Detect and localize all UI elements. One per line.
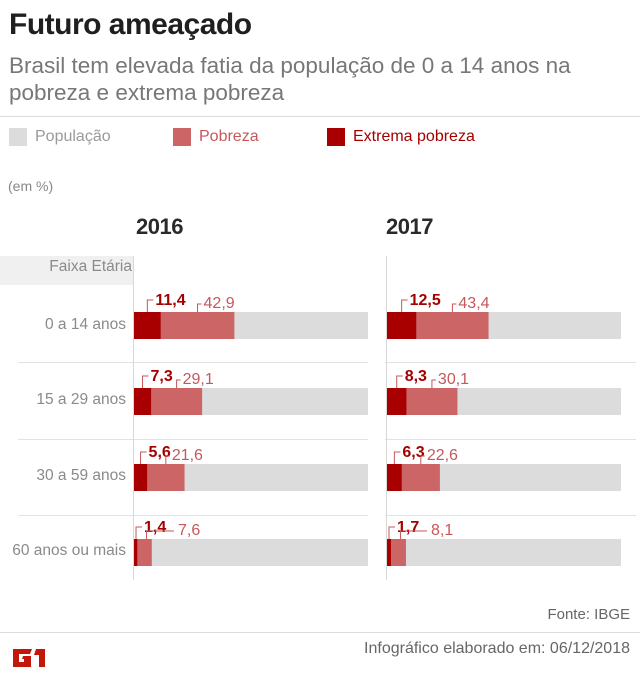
year-label-2016: 2016 xyxy=(136,214,183,239)
bar-extrema-pobreza xyxy=(134,464,148,491)
bar-pobreza xyxy=(387,539,406,566)
leader-pobreza xyxy=(399,530,427,539)
legend-swatch-extrema-pobreza xyxy=(327,128,345,146)
footer-divider xyxy=(0,632,640,633)
leader-pobreza xyxy=(165,455,170,464)
data-label-pobreza: 30,1 xyxy=(438,371,469,388)
data-label-pobreza: 29,1 xyxy=(183,371,214,388)
leader-extrema-pobreza xyxy=(401,299,408,312)
bar-extrema-pobreza xyxy=(387,464,402,491)
data-label-pobreza: 8,1 xyxy=(431,522,453,539)
leader-pobreza xyxy=(176,379,181,388)
data-label-extrema-pobreza: 6,3 xyxy=(402,444,424,461)
leader-pobreza xyxy=(451,303,457,312)
data-label-pobreza: 7,6 xyxy=(178,522,200,539)
g1-logo-icon xyxy=(13,649,45,667)
category-label: 60 anos ou mais xyxy=(12,542,126,559)
bar-extrema-pobreza xyxy=(387,539,391,566)
legend-item-populacao: População xyxy=(9,128,111,146)
bar-extrema-pobreza xyxy=(134,388,152,415)
leader-extrema-pobreza xyxy=(146,299,154,312)
legend-swatch-pobreza xyxy=(173,128,191,146)
leader-extrema-pobreza xyxy=(396,375,403,388)
legend-label-pobreza: Pobreza xyxy=(199,128,259,145)
legend-item-pobreza: Pobreza xyxy=(173,128,259,146)
legend-swatch-populacao xyxy=(9,128,27,146)
leader-pobreza xyxy=(431,379,436,388)
leader-extrema-pobreza xyxy=(142,375,149,388)
legend-label-populacao: População xyxy=(35,128,111,145)
data-label-extrema-pobreza: 8,3 xyxy=(405,368,427,385)
bar-populacao xyxy=(387,539,621,566)
legend-label-extrema-pobreza: Extrema pobreza xyxy=(353,128,475,145)
year-label-2017: 2017 xyxy=(386,214,433,239)
leader-extrema-pobreza xyxy=(135,526,142,539)
data-label-extrema-pobreza: 7,3 xyxy=(151,368,173,385)
bar-populacao xyxy=(134,539,368,566)
data-label-pobreza: 21,6 xyxy=(172,447,203,464)
bar-extrema-pobreza xyxy=(134,312,161,339)
leader-pobreza xyxy=(146,530,174,539)
source-label: Fonte: IBGE xyxy=(547,606,630,623)
row-header-background xyxy=(0,256,133,285)
g1-logo xyxy=(10,647,50,674)
bar-extrema-pobreza xyxy=(387,388,407,415)
data-label-pobreza: 42,9 xyxy=(204,295,235,312)
chart-title: Futuro ameaçado xyxy=(9,8,252,41)
leader-extrema-pobreza xyxy=(140,451,147,464)
category-label: 15 a 29 anos xyxy=(36,391,126,408)
header-divider xyxy=(0,116,640,117)
bar-extrema-pobreza xyxy=(387,312,417,339)
leader-pobreza xyxy=(197,303,202,312)
data-label-extrema-pobreza: 5,6 xyxy=(149,444,171,461)
date-label: Infográfico elaborado em: 06/12/2018 xyxy=(364,640,630,657)
data-label-pobreza: 43,4 xyxy=(458,295,489,312)
leader-pobreza xyxy=(420,455,425,464)
data-label-extrema-pobreza: 1,4 xyxy=(144,519,166,536)
data-label-pobreza: 22,6 xyxy=(427,447,458,464)
data-label-extrema-pobreza: 11,4 xyxy=(155,292,185,309)
data-label-extrema-pobreza: 1,7 xyxy=(397,519,419,536)
legend-item-extrema-pobreza: Extrema pobreza xyxy=(327,128,475,146)
chart-subtitle: Brasil tem elevada fatia da população de… xyxy=(9,53,571,105)
category-label: 30 a 59 anos xyxy=(36,467,126,484)
leader-extrema-pobreza xyxy=(393,451,401,464)
category-label: 0 a 14 anos xyxy=(44,316,126,333)
row-header-label: Faixa Etária xyxy=(49,258,132,275)
bar-extrema-pobreza xyxy=(134,539,138,566)
bar-pobreza xyxy=(134,539,152,566)
unit-label: (em %) xyxy=(8,178,54,194)
leader-extrema-pobreza xyxy=(388,526,395,539)
data-label-extrema-pobreza: 12,5 xyxy=(410,292,441,309)
